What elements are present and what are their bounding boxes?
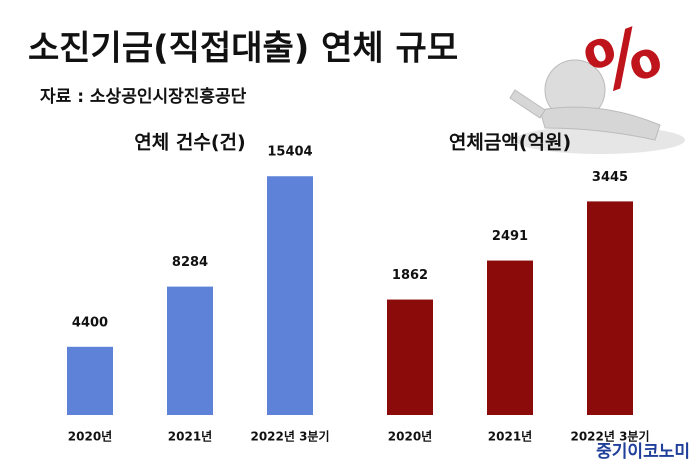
x-tick-label: 2020년 xyxy=(68,430,112,444)
value-label: 8284 xyxy=(172,255,208,270)
value-label: 2491 xyxy=(492,229,528,244)
x-tick-label: 2021년 xyxy=(168,430,212,444)
chart-title: 연체금액(억원) xyxy=(449,132,571,154)
source: 자료 : 소상공인시장진흥공단 xyxy=(40,86,247,107)
x-tick-label: 2021년 xyxy=(488,430,532,444)
bar xyxy=(67,346,113,415)
value-label: 15404 xyxy=(267,145,312,160)
bar xyxy=(167,286,213,415)
x-tick-label: 2022년 3분기 xyxy=(250,429,329,444)
value-label: 3445 xyxy=(592,170,628,185)
chart-title: 연체 건수(건) xyxy=(134,132,245,154)
value-label: 4400 xyxy=(72,315,108,330)
x-tick-label: 2022년 3분기 xyxy=(570,429,649,444)
value-label: 1862 xyxy=(392,268,428,283)
main-title: 소진기금(직접대출) 연체 규모 xyxy=(28,29,458,69)
x-tick-label: 2020년 xyxy=(388,430,432,444)
bar xyxy=(387,299,433,415)
bar xyxy=(487,260,533,415)
bar xyxy=(587,201,633,415)
bar xyxy=(267,176,313,415)
watermark: 중기이코노미 xyxy=(596,442,690,462)
